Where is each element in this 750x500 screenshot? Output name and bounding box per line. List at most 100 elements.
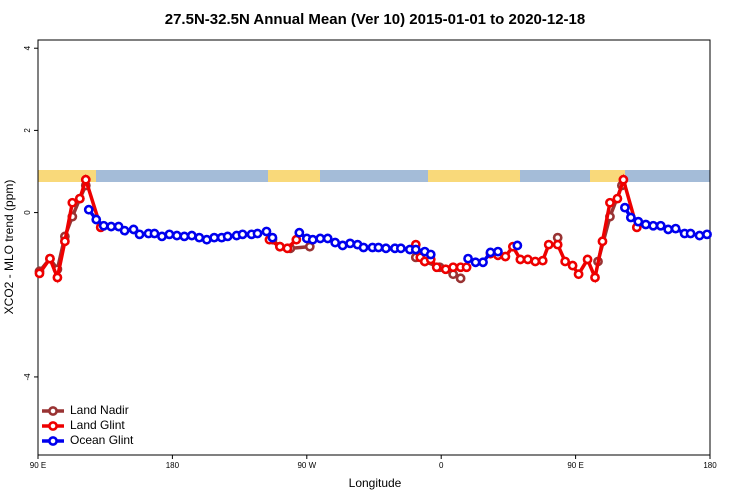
point	[252, 228, 263, 239]
point	[261, 226, 272, 237]
point	[275, 241, 285, 252]
point	[530, 256, 541, 267]
point	[597, 236, 608, 247]
plot-frame	[37, 39, 711, 456]
point	[582, 254, 593, 265]
point	[67, 197, 78, 208]
surface-strip	[38, 170, 710, 182]
point	[685, 228, 696, 239]
point	[560, 256, 571, 267]
x-axis-label: Longitude	[349, 476, 402, 490]
point	[186, 230, 197, 241]
point	[612, 193, 623, 204]
point	[590, 272, 600, 283]
legend-label: Land Nadir	[70, 403, 129, 417]
point	[91, 214, 102, 225]
point	[307, 234, 318, 245]
point	[237, 229, 248, 240]
point	[625, 212, 636, 223]
point	[337, 240, 348, 251]
point	[493, 246, 503, 257]
point	[322, 233, 333, 244]
point	[80, 174, 91, 185]
point	[431, 262, 442, 273]
x-tick-label: 180	[166, 461, 180, 470]
point	[455, 273, 466, 284]
point	[395, 243, 406, 254]
x-tick-label: 90 E	[567, 461, 583, 470]
y-tick-label: 4	[23, 45, 32, 50]
point	[222, 231, 233, 242]
legend-marker	[48, 436, 58, 446]
point	[358, 242, 369, 253]
point	[543, 239, 554, 250]
point	[315, 233, 326, 244]
y-tick-label: 2	[23, 128, 32, 133]
point	[485, 247, 496, 258]
point	[605, 197, 615, 208]
legend-label: Land Glint	[70, 418, 125, 432]
point	[201, 234, 212, 245]
point	[83, 204, 94, 215]
point	[470, 257, 481, 268]
point	[34, 268, 45, 279]
point	[461, 262, 472, 273]
legend-marker	[48, 406, 58, 416]
point	[512, 240, 523, 251]
y-axis-label: XCO2 - MLO trend (ppm)	[2, 180, 16, 315]
point	[448, 262, 459, 273]
point	[663, 224, 674, 235]
point	[179, 231, 190, 242]
point	[119, 225, 130, 236]
point	[522, 254, 533, 265]
point	[440, 264, 451, 275]
y-tick-label: -4	[23, 373, 32, 381]
point	[515, 254, 526, 265]
point	[98, 220, 109, 231]
point	[194, 232, 205, 243]
point	[157, 231, 167, 242]
point	[410, 244, 421, 255]
y-tick-label: 0	[23, 210, 32, 215]
point	[128, 224, 139, 235]
point	[670, 223, 681, 234]
x-tick-label: 90 E	[30, 461, 46, 470]
point	[633, 216, 644, 227]
point	[282, 243, 293, 254]
x-tick-label: 180	[703, 461, 717, 470]
point	[45, 253, 55, 264]
point	[134, 229, 145, 240]
point	[74, 193, 85, 204]
point	[381, 243, 391, 254]
x-tick-label: 90 W	[297, 461, 316, 470]
point	[567, 260, 578, 271]
point	[171, 230, 182, 241]
point	[106, 221, 117, 232]
legend-marker	[48, 421, 58, 431]
point	[149, 228, 160, 239]
point	[478, 257, 488, 268]
point	[425, 249, 436, 260]
point	[694, 230, 705, 241]
point	[267, 232, 278, 243]
chart-title: 27.5N-32.5N Annual Mean (Ver 10) 2015-01…	[165, 11, 585, 28]
point	[702, 229, 712, 240]
point	[330, 237, 341, 248]
point	[59, 236, 70, 247]
point	[164, 229, 175, 240]
point	[294, 227, 305, 238]
legend-label: Ocean Glint	[70, 433, 134, 447]
point	[648, 220, 659, 231]
point	[52, 272, 63, 283]
point	[640, 219, 651, 230]
point	[618, 174, 629, 185]
point	[552, 239, 563, 250]
point	[463, 253, 473, 264]
point	[573, 269, 584, 280]
point	[500, 251, 511, 262]
point	[373, 242, 384, 253]
point	[619, 202, 630, 213]
x-tick-label: 0	[439, 461, 444, 470]
point	[655, 220, 666, 231]
